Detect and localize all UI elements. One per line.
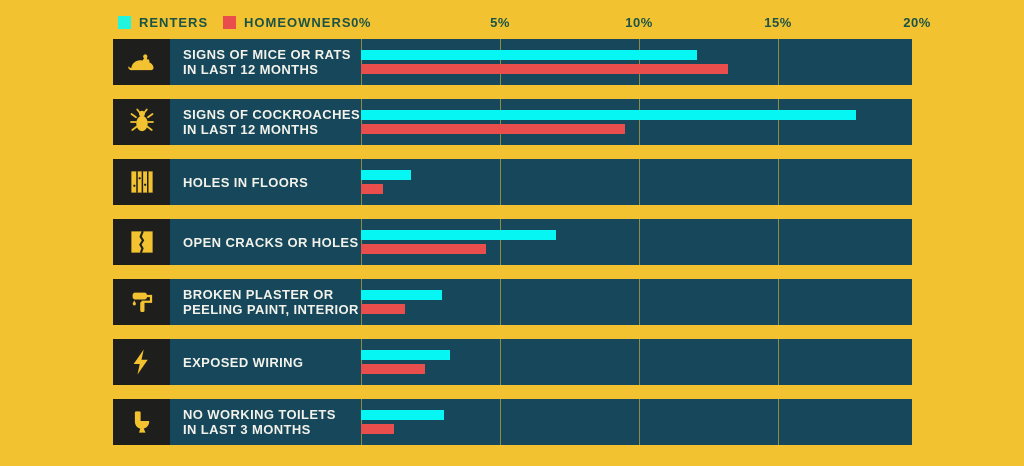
row-label-line: SIGNS OF MICE OR RATS — [183, 47, 351, 62]
axis-tick-label: 10% — [625, 15, 653, 30]
row-label-line: HOLES IN FLOORS — [183, 174, 309, 190]
renters-bar — [361, 410, 444, 420]
homeowners-legend-label: HOMEOWNERS — [244, 15, 352, 30]
axis-tick-label: 20% — [903, 15, 931, 30]
gridline — [639, 99, 640, 145]
row-label-line: PEELING PAINT, INTERIOR — [183, 302, 359, 317]
gridline — [639, 159, 640, 205]
floorboards-icon — [127, 167, 157, 197]
gridline — [778, 159, 779, 205]
gridline — [639, 339, 640, 385]
axis-tick-label: 5% — [490, 15, 510, 30]
gridline — [500, 219, 501, 265]
gridline — [639, 39, 640, 85]
row-icon-box — [113, 279, 170, 325]
chart-row: SIGNS OF COCKROACHES IN LAST 12 MONTHS — [113, 99, 912, 145]
homeowners-legend-swatch — [223, 16, 236, 29]
homeowners-bar — [361, 364, 425, 374]
row-label-line: NO WORKING TOILETS — [183, 407, 336, 422]
renters-legend-label: RENTERS — [139, 15, 209, 30]
toilet-icon — [127, 407, 157, 437]
renters-bar — [361, 170, 411, 180]
axis-tick-label: 15% — [764, 15, 792, 30]
gridline — [361, 219, 362, 265]
row-icon-box — [113, 39, 170, 85]
row-label: EXPOSED WIRING — [183, 339, 359, 385]
row-icon-box — [113, 159, 170, 205]
chart-row: EXPOSED WIRING — [113, 339, 912, 385]
row-label: SIGNS OF COCKROACHES IN LAST 12 MONTHS — [183, 99, 361, 145]
gridline — [778, 339, 779, 385]
gridline — [500, 159, 501, 205]
homeowners-bar — [361, 304, 405, 314]
gridline — [361, 399, 362, 445]
row-label-line: IN LAST 12 MONTHS — [183, 122, 319, 137]
homeowners-bar — [361, 244, 486, 254]
row-label-line: IN LAST 12 MONTHS — [183, 62, 319, 77]
gridline — [361, 279, 362, 325]
gridline — [778, 39, 779, 85]
renters-bar — [361, 110, 856, 120]
homeowners-bar — [361, 424, 394, 434]
gridline — [778, 99, 779, 145]
gridline — [500, 99, 501, 145]
gridline — [500, 39, 501, 85]
row-icon-box — [113, 219, 170, 265]
chart-row: HOLES IN FLOORS — [113, 159, 912, 205]
row-label: HOLES IN FLOORS — [183, 159, 359, 205]
row-label-line: SIGNS OF COCKROACHES — [183, 107, 361, 122]
row-label-line: IN LAST 3 MONTHS — [183, 422, 311, 437]
gridline — [361, 39, 362, 85]
homeowners-bar — [361, 184, 383, 194]
gridline — [500, 339, 501, 385]
row-label-line: EXPOSED WIRING — [183, 354, 304, 370]
chart-row: OPEN CRACKS OR HOLES — [113, 219, 912, 265]
lightning-bolt-icon — [127, 347, 157, 377]
renters-bar — [361, 290, 442, 300]
chart-row: BROKEN PLASTER OR PEELING PAINT, INTERIOR — [113, 279, 912, 325]
rat-icon — [127, 47, 157, 77]
chart-row: SIGNS OF MICE OR RATS IN LAST 12 MONTHS — [113, 39, 912, 85]
chart-row: NO WORKING TOILETS IN LAST 3 MONTHS — [113, 399, 912, 445]
homeowners-bar — [361, 64, 728, 74]
gridline — [639, 219, 640, 265]
axis-tick-label: 0% — [351, 15, 371, 30]
gridline — [500, 399, 501, 445]
gridline — [361, 99, 362, 145]
gridline — [639, 399, 640, 445]
row-label-line: OPEN CRACKS OR HOLES — [183, 234, 359, 250]
homeowners-bar — [361, 124, 625, 134]
gridline — [500, 279, 501, 325]
row-icon-box — [113, 399, 170, 445]
renters-bar — [361, 230, 556, 240]
row-label: OPEN CRACKS OR HOLES — [183, 219, 359, 265]
row-label: SIGNS OF MICE OR RATS IN LAST 12 MONTHS — [183, 39, 359, 85]
row-label-line: BROKEN PLASTER OR — [183, 287, 334, 302]
renters-bar — [361, 350, 450, 360]
gridline — [361, 159, 362, 205]
row-icon-box — [113, 99, 170, 145]
paint-roller-icon — [127, 287, 157, 317]
gridline — [778, 219, 779, 265]
gridline — [778, 399, 779, 445]
renters-bar — [361, 50, 697, 60]
row-icon-box — [113, 339, 170, 385]
renters-legend-swatch — [118, 16, 131, 29]
cockroach-icon — [127, 107, 157, 137]
cracked-wall-icon — [127, 227, 157, 257]
gridline — [778, 279, 779, 325]
gridline — [361, 339, 362, 385]
gridline — [639, 279, 640, 325]
row-label: NO WORKING TOILETS IN LAST 3 MONTHS — [183, 399, 359, 445]
row-label: BROKEN PLASTER OR PEELING PAINT, INTERIOR — [183, 279, 359, 325]
